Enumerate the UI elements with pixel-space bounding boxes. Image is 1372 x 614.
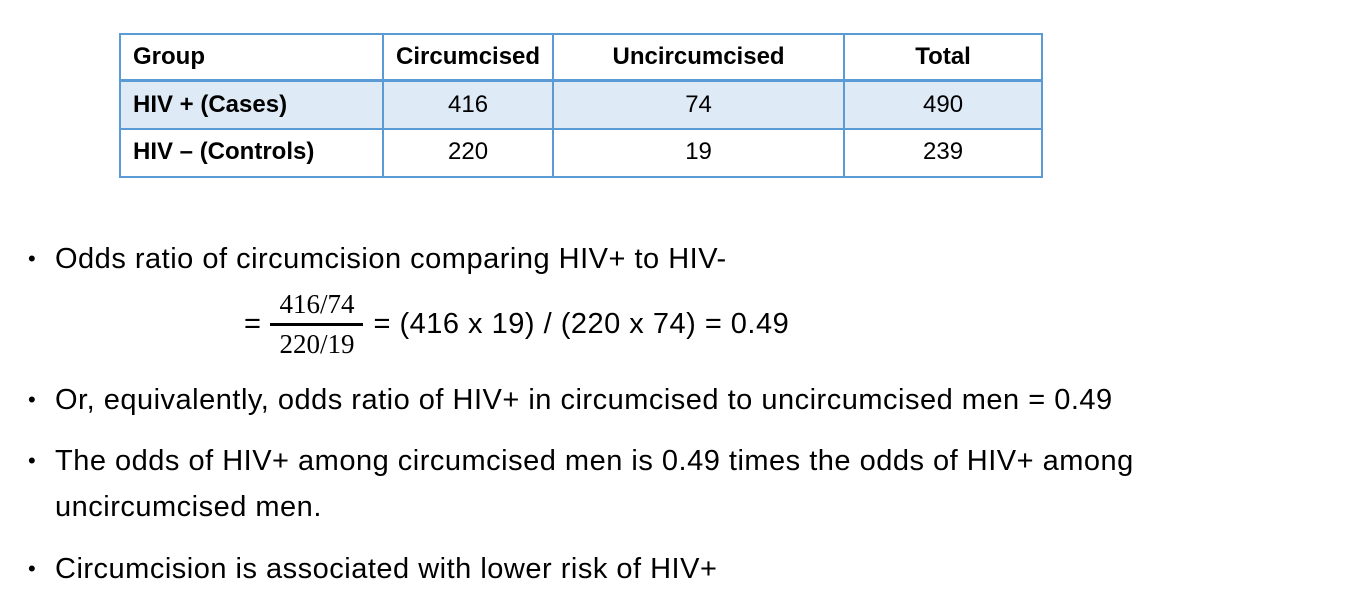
header-uncircumcised: Uncircumcised: [552, 33, 846, 82]
cell-controls-uncircumcised: 19: [552, 127, 846, 178]
fraction-numerator: 416/74: [270, 289, 364, 326]
bullet-odds-interpretation-text: The odds of HIV+ among circumcised men i…: [55, 438, 1134, 530]
bullet-marker: •: [28, 556, 37, 581]
cell-controls-circumcised: 220: [381, 127, 555, 178]
header-circumcised: Circumcised: [381, 33, 555, 82]
bullet-odds-interpretation-line1: The odds of HIV+ among circumcised men i…: [55, 445, 1134, 477]
fraction-denominator: 220/19: [279, 328, 355, 359]
odds-ratio-formula: = 416/74 220/19 = (416 x 19) / (220 x 74…: [244, 289, 790, 359]
cell-cases-uncircumcised: 74: [552, 79, 846, 130]
bullet-odds-ratio-text: Odds ratio of circumcision comparing HIV…: [55, 243, 727, 275]
bullet-marker: •: [28, 448, 37, 473]
table-row-cases: HIV + (Cases) 416 74 490: [119, 79, 1044, 130]
header-total: Total: [843, 33, 1044, 82]
formula-result-text: = (416 x 19) / (220 x 74) = 0.49: [373, 308, 790, 341]
bullet-odds-ratio: • Odds ratio of circumcision comparing H…: [28, 236, 1358, 282]
bullet-conclusion-text: Circumcision is associated with lower ri…: [55, 553, 718, 585]
formula-fraction: 416/74 220/19: [270, 289, 364, 359]
case-control-table: Group Circumcised Uncircumcised Total HI…: [119, 33, 1044, 178]
row-label-cases: HIV + (Cases): [119, 79, 384, 130]
row-label-controls: HIV – (Controls): [119, 127, 384, 178]
header-group: Group: [119, 33, 384, 82]
case-control-table-container: Group Circumcised Uncircumcised Total HI…: [119, 33, 1044, 178]
bullet-marker: •: [28, 246, 37, 271]
bullet-marker: •: [28, 387, 37, 412]
formula-equals-sign: =: [244, 308, 262, 341]
bullet-equivalent-odds-ratio-text: Or, equivalently, odds ratio of HIV+ in …: [55, 384, 1113, 416]
cell-cases-total: 490: [843, 79, 1044, 130]
bullet-conclusion: • Circumcision is associated with lower …: [28, 546, 1358, 592]
bullet-odds-interpretation-line2: uncircumcised men.: [55, 491, 322, 523]
cell-cases-circumcised: 416: [381, 79, 555, 130]
table-row-controls: HIV – (Controls) 220 19 239: [119, 127, 1044, 178]
table-header-row: Group Circumcised Uncircumcised Total: [119, 33, 1044, 82]
bullet-odds-interpretation: • The odds of HIV+ among circumcised men…: [28, 438, 1358, 530]
cell-controls-total: 239: [843, 127, 1044, 178]
bullet-equivalent-odds-ratio: • Or, equivalently, odds ratio of HIV+ i…: [28, 377, 1358, 423]
